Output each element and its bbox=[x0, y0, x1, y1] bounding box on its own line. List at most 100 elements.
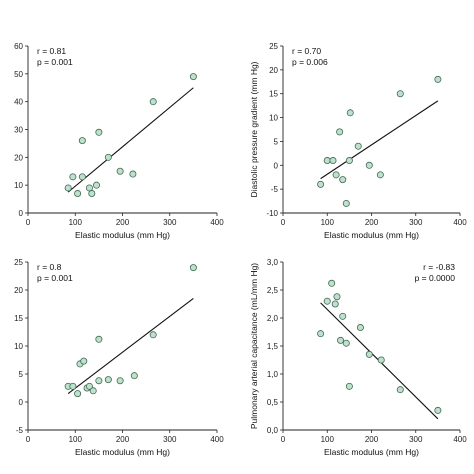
y-tick-label: 40 bbox=[14, 98, 23, 107]
scatter-panel-1: 0 100 200 300 400 0 10 20 30 40 50 60 Elastic modulu… bbox=[14, 42, 224, 240]
y-tick-label: 0 bbox=[19, 398, 24, 407]
data-point bbox=[93, 181, 101, 189]
data-point bbox=[337, 336, 345, 344]
data-point bbox=[356, 324, 364, 332]
correlation-r-label: r = 0.70 bbox=[292, 46, 321, 56]
regression-line bbox=[67, 297, 194, 395]
data-point bbox=[331, 300, 339, 308]
x-tick-label: 400 bbox=[453, 218, 467, 227]
y-tick-label: -10 bbox=[266, 209, 278, 218]
y-tick-label: 0 bbox=[19, 209, 24, 218]
x-axis-label: Elastic modulus (mm Hg) bbox=[75, 230, 170, 240]
y-tick-label: 50 bbox=[14, 70, 23, 79]
y-tick-label: 25 bbox=[14, 258, 23, 267]
y-axis-label: Diastolic pressure gradient (mm Hg) bbox=[249, 61, 259, 197]
y-tick-label: 5 bbox=[19, 370, 24, 379]
data-point bbox=[396, 386, 404, 394]
data-point bbox=[365, 161, 373, 169]
data-point bbox=[85, 382, 93, 390]
x-axis-label: Elastic modulus (mm Hg) bbox=[324, 447, 419, 457]
data-point bbox=[129, 170, 137, 178]
y-tick-label: 10 bbox=[269, 114, 278, 123]
x-tick-label: 0 bbox=[26, 218, 31, 227]
data-point bbox=[95, 377, 103, 385]
data-point bbox=[74, 190, 82, 198]
data-point bbox=[377, 356, 385, 364]
x-tick-label: 0 bbox=[26, 435, 31, 444]
correlation-r-label: r = -0.83 bbox=[423, 262, 455, 272]
data-point bbox=[78, 173, 86, 181]
p-value-label: p = 0.001 bbox=[37, 57, 73, 67]
y-tick-label: 2,0 bbox=[267, 314, 279, 323]
x-tick-label: 200 bbox=[365, 435, 379, 444]
y-tick-label: 0,5 bbox=[267, 398, 279, 407]
y-tick-label: -5 bbox=[16, 426, 24, 435]
scatter-panel-4: 0 100 200 300 400 0,0 0,5 1,0 1,5 2,0 2,5 3,0 Elasti… bbox=[249, 258, 467, 457]
y-tick-label: 10 bbox=[14, 342, 23, 351]
data-point bbox=[434, 406, 442, 414]
data-point bbox=[434, 75, 442, 83]
data-point bbox=[333, 293, 341, 301]
data-point bbox=[74, 390, 82, 398]
data-point bbox=[323, 297, 331, 305]
data-point bbox=[69, 382, 77, 390]
data-point bbox=[336, 128, 344, 136]
y-tick-label: 30 bbox=[14, 126, 23, 135]
x-tick-label: 300 bbox=[409, 435, 423, 444]
data-point bbox=[317, 330, 325, 338]
data-point bbox=[149, 98, 157, 106]
x-tick-label: 400 bbox=[453, 435, 467, 444]
y-tick-label: 25 bbox=[269, 42, 278, 51]
data-point bbox=[116, 167, 124, 175]
data-point bbox=[342, 199, 350, 207]
data-point bbox=[345, 382, 353, 390]
y-tick-label: 1,0 bbox=[267, 370, 279, 379]
data-point bbox=[323, 157, 331, 165]
y-tick-label: 15 bbox=[14, 314, 23, 323]
p-value-label: p = 0.0000 bbox=[415, 273, 456, 283]
data-point bbox=[329, 157, 337, 165]
correlation-r-label: r = 0.8 bbox=[37, 262, 62, 272]
x-tick-label: 300 bbox=[163, 435, 177, 444]
x-tick-label: 100 bbox=[69, 218, 83, 227]
x-tick-label: 100 bbox=[321, 435, 335, 444]
regression-line bbox=[67, 87, 194, 193]
y-tick-label: 15 bbox=[269, 90, 278, 99]
y-tick-label: 10 bbox=[14, 181, 23, 190]
data-point bbox=[354, 142, 362, 150]
p-value-label: p = 0.001 bbox=[37, 273, 73, 283]
y-tick-label: 5 bbox=[274, 137, 279, 146]
data-point bbox=[88, 190, 96, 198]
data-point bbox=[104, 153, 112, 161]
data-point bbox=[78, 137, 86, 145]
data-point bbox=[328, 279, 336, 287]
data-point bbox=[95, 335, 103, 343]
y-tick-label: 20 bbox=[14, 153, 23, 162]
y-axis-label: Pulmonary arterial capacitance (mL/mm Hg… bbox=[249, 263, 259, 429]
data-point bbox=[95, 128, 103, 136]
data-point bbox=[396, 90, 404, 98]
x-tick-label: 100 bbox=[69, 435, 83, 444]
scatter-panel-2: 0 100 200 300 400 -10 -5 0 5 10 15 20 25 Elastic modu… bbox=[249, 42, 467, 240]
data-point bbox=[104, 376, 112, 384]
data-point bbox=[339, 312, 347, 320]
y-tick-label: 0,0 bbox=[267, 426, 279, 435]
data-point bbox=[189, 264, 197, 272]
data-point bbox=[346, 109, 354, 117]
data-point bbox=[339, 176, 347, 184]
x-axis-label: Elastic modulus (mm Hg) bbox=[75, 447, 170, 457]
y-tick-label: -5 bbox=[271, 185, 279, 194]
x-tick-label: 100 bbox=[321, 218, 335, 227]
x-tick-label: 400 bbox=[210, 435, 224, 444]
correlation-r-label: r = 0.81 bbox=[37, 46, 66, 56]
data-point bbox=[365, 350, 373, 358]
x-tick-label: 0 bbox=[281, 435, 286, 444]
data-point bbox=[189, 73, 197, 81]
y-tick-label: 1,5 bbox=[267, 342, 279, 351]
x-tick-label: 200 bbox=[116, 218, 130, 227]
data-point bbox=[69, 173, 77, 181]
y-tick-label: 20 bbox=[14, 286, 23, 295]
y-tick-label: 3,0 bbox=[267, 258, 279, 267]
data-point bbox=[80, 357, 88, 365]
